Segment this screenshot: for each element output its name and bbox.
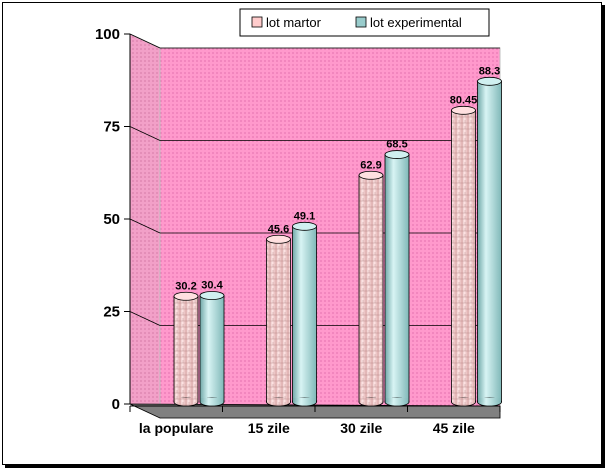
bar — [199, 291, 225, 407]
bar-body — [292, 225, 317, 403]
y-tick-label: 100 — [95, 26, 120, 43]
bar-top — [451, 105, 476, 115]
data-label: 62.9 — [360, 159, 381, 171]
data-label: 49.1 — [294, 210, 315, 222]
bar-top — [292, 221, 317, 231]
y-tick-label: 75 — [103, 119, 120, 136]
grid-lines — [129, 33, 500, 326]
bar-base-fill — [293, 398, 316, 402]
grid-line-side — [129, 218, 161, 234]
bar-top — [173, 291, 199, 301]
bar — [384, 150, 410, 407]
data-label: 68.5 — [386, 139, 407, 151]
bar — [292, 221, 317, 407]
data-labels: 30.2 45.6 62.9 80.45 30.4 49.1 68.5 88.3 — [175, 65, 500, 292]
bar-body — [358, 174, 384, 403]
bar-body — [266, 238, 291, 403]
legend-label: lot experimental — [370, 15, 462, 30]
y-tick-label: 0 — [112, 396, 120, 413]
bar-body — [199, 295, 225, 403]
x-tick-label: la populare — [139, 420, 214, 436]
x-tick-label: 30 zile — [340, 420, 382, 436]
bar-top — [266, 234, 291, 244]
data-label: 80.45 — [450, 94, 478, 106]
bar — [173, 291, 199, 407]
data-label: 45.6 — [268, 223, 289, 235]
grid-line-side — [129, 311, 161, 326]
bar-top — [199, 291, 225, 300]
grid-line-side — [129, 33, 161, 49]
bar-base-fill — [200, 398, 224, 402]
bar-body — [384, 154, 410, 403]
legend-label: lot martor — [266, 15, 322, 30]
x-tick-label: 15 zile — [248, 420, 290, 436]
bar — [358, 170, 384, 407]
bar-base-fill — [452, 398, 475, 402]
bar-base-fill — [174, 398, 198, 402]
data-label: 30.4 — [201, 280, 223, 292]
bar-body — [477, 80, 502, 403]
bar-base-fill — [385, 398, 409, 402]
data-label: 30.2 — [175, 280, 196, 292]
bar-base-fill — [478, 398, 501, 402]
legend-swatch — [355, 16, 367, 28]
legend-swatch — [251, 16, 263, 28]
y-tick-label: 50 — [103, 211, 120, 228]
bar-top — [384, 150, 410, 159]
y-tick-label: 25 — [103, 304, 120, 321]
bar — [451, 105, 476, 407]
bar-base-fill — [359, 398, 383, 402]
data-label: 88.3 — [479, 65, 500, 77]
bar-body — [173, 295, 199, 403]
grid-line-side — [129, 126, 161, 141]
bars — [173, 76, 502, 407]
bar-base-fill — [267, 398, 290, 402]
bar-top — [358, 170, 384, 180]
bar — [266, 234, 291, 407]
x-tick-label: 45 zile — [433, 420, 475, 436]
x-axis: la populare 15 zile 30 zile 45 zile — [129, 405, 501, 436]
y-axis: 0 25 50 75 100 — [95, 26, 131, 413]
legend: lot martor lot experimental — [239, 8, 490, 37]
bar-top — [477, 76, 502, 86]
bar-body — [451, 109, 476, 403]
bar — [477, 76, 502, 407]
